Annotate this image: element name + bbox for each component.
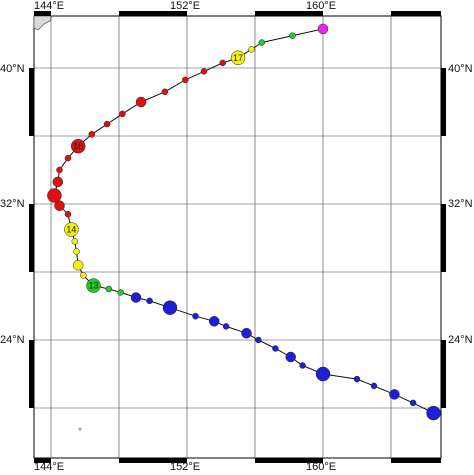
land-northwest-corner bbox=[33, 15, 53, 31]
day-label-16: 16 bbox=[73, 141, 83, 151]
track-point-15 bbox=[146, 297, 153, 305]
track-point-24 bbox=[64, 222, 79, 237]
track-point-38 bbox=[200, 68, 208, 75]
track-point-34 bbox=[119, 110, 126, 118]
track-point-14 bbox=[162, 300, 178, 315]
track-point-30 bbox=[64, 154, 72, 162]
frame-left-segment bbox=[29, 68, 34, 136]
track-point-18 bbox=[105, 285, 113, 293]
frame-top-segment bbox=[391, 11, 441, 16]
lon-label-top-152: 152°E bbox=[170, 0, 201, 12]
track-point-26 bbox=[54, 200, 65, 211]
frame-right-segment bbox=[441, 204, 446, 272]
track-point-39 bbox=[219, 59, 226, 67]
map-background bbox=[33, 15, 442, 459]
frame-left-segment bbox=[29, 204, 34, 272]
track-point-41 bbox=[248, 46, 255, 53]
track-point-35 bbox=[135, 96, 147, 108]
track-point-2 bbox=[389, 389, 400, 400]
track-point-43 bbox=[289, 32, 296, 39]
lat-label-right-40: 40°N bbox=[448, 63, 473, 75]
track-point-32 bbox=[88, 131, 96, 138]
track-point-20 bbox=[80, 272, 87, 279]
track-point-16 bbox=[130, 292, 142, 303]
track-point-28 bbox=[52, 176, 64, 188]
lat-label-right-32: 32°N bbox=[448, 198, 473, 210]
frame-top-segment bbox=[34, 11, 51, 16]
track-point-23 bbox=[71, 238, 79, 245]
storm-track-points: 13 14 16 17 bbox=[47, 23, 441, 421]
track-point-9 bbox=[255, 336, 262, 344]
lat-label-left-24: 24°N bbox=[0, 334, 25, 346]
frame-bottom-segment bbox=[119, 458, 187, 463]
lat-label-left-32: 32°N bbox=[0, 198, 25, 210]
lon-label-top-144: 144°E bbox=[34, 0, 65, 12]
track-point-37 bbox=[182, 76, 189, 84]
track-point-10 bbox=[241, 327, 252, 339]
frame-bottom-segment bbox=[255, 458, 323, 463]
track-point-7 bbox=[285, 351, 296, 363]
day-label-13: 13 bbox=[88, 281, 98, 291]
track-point-22 bbox=[73, 248, 80, 255]
track-point-17 bbox=[117, 289, 124, 296]
day-label-17: 17 bbox=[233, 53, 243, 63]
track-point-33 bbox=[103, 120, 111, 128]
frame-top-segment bbox=[119, 11, 187, 16]
frame-bottom-segment bbox=[391, 458, 441, 463]
lon-label-bottom-144: 144°E bbox=[34, 461, 65, 473]
track-point-3 bbox=[370, 382, 378, 390]
map-frame-ticks bbox=[29, 11, 446, 463]
track-point-12 bbox=[208, 316, 220, 327]
track-point-25 bbox=[64, 210, 72, 218]
track-point-42 bbox=[258, 39, 266, 46]
track-point-13 bbox=[192, 312, 199, 320]
track-point-8 bbox=[272, 345, 279, 352]
lon-label-bottom-152: 152°E bbox=[170, 461, 201, 473]
track-point-40 bbox=[230, 50, 246, 66]
lon-label-top-160: 160°E bbox=[306, 0, 337, 12]
lat-label-left-40: 40°N bbox=[0, 63, 25, 75]
track-point-4 bbox=[353, 375, 361, 383]
track-point-5 bbox=[315, 366, 331, 382]
track-point-36 bbox=[161, 88, 169, 96]
track-point-29 bbox=[56, 166, 63, 174]
graticule bbox=[34, 16, 441, 458]
track-point-27 bbox=[47, 188, 62, 203]
lat-label-right-24: 24°N bbox=[448, 334, 473, 346]
frame-left-segment bbox=[29, 340, 34, 408]
track-point-0 bbox=[426, 405, 441, 421]
track-point-31 bbox=[70, 138, 86, 154]
track-point-19 bbox=[86, 278, 101, 293]
islet-southwest bbox=[78, 427, 82, 431]
track-point-6 bbox=[299, 362, 306, 369]
track-point-21 bbox=[72, 259, 84, 271]
lon-label-bottom-160: 160°E bbox=[306, 461, 337, 473]
frame-right-segment bbox=[441, 68, 446, 136]
frame-right-segment bbox=[441, 340, 446, 408]
track-point-11 bbox=[222, 323, 230, 330]
track-point-44 bbox=[317, 23, 329, 35]
day-label-14: 14 bbox=[66, 225, 76, 235]
frame-bottom-segment bbox=[34, 458, 51, 463]
frame-top-segment bbox=[255, 11, 323, 16]
track-point-1 bbox=[409, 399, 417, 407]
